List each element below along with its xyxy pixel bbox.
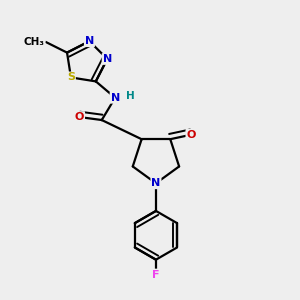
Text: O: O [186,130,196,140]
Text: N: N [110,93,120,103]
Text: F: F [152,269,160,280]
Text: N: N [151,178,160,188]
Text: O: O [75,112,84,122]
Text: CH₃: CH₃ [24,37,45,47]
Text: N: N [103,54,112,64]
Text: N: N [85,36,94,46]
Text: S: S [67,73,75,82]
Text: H: H [126,91,135,101]
